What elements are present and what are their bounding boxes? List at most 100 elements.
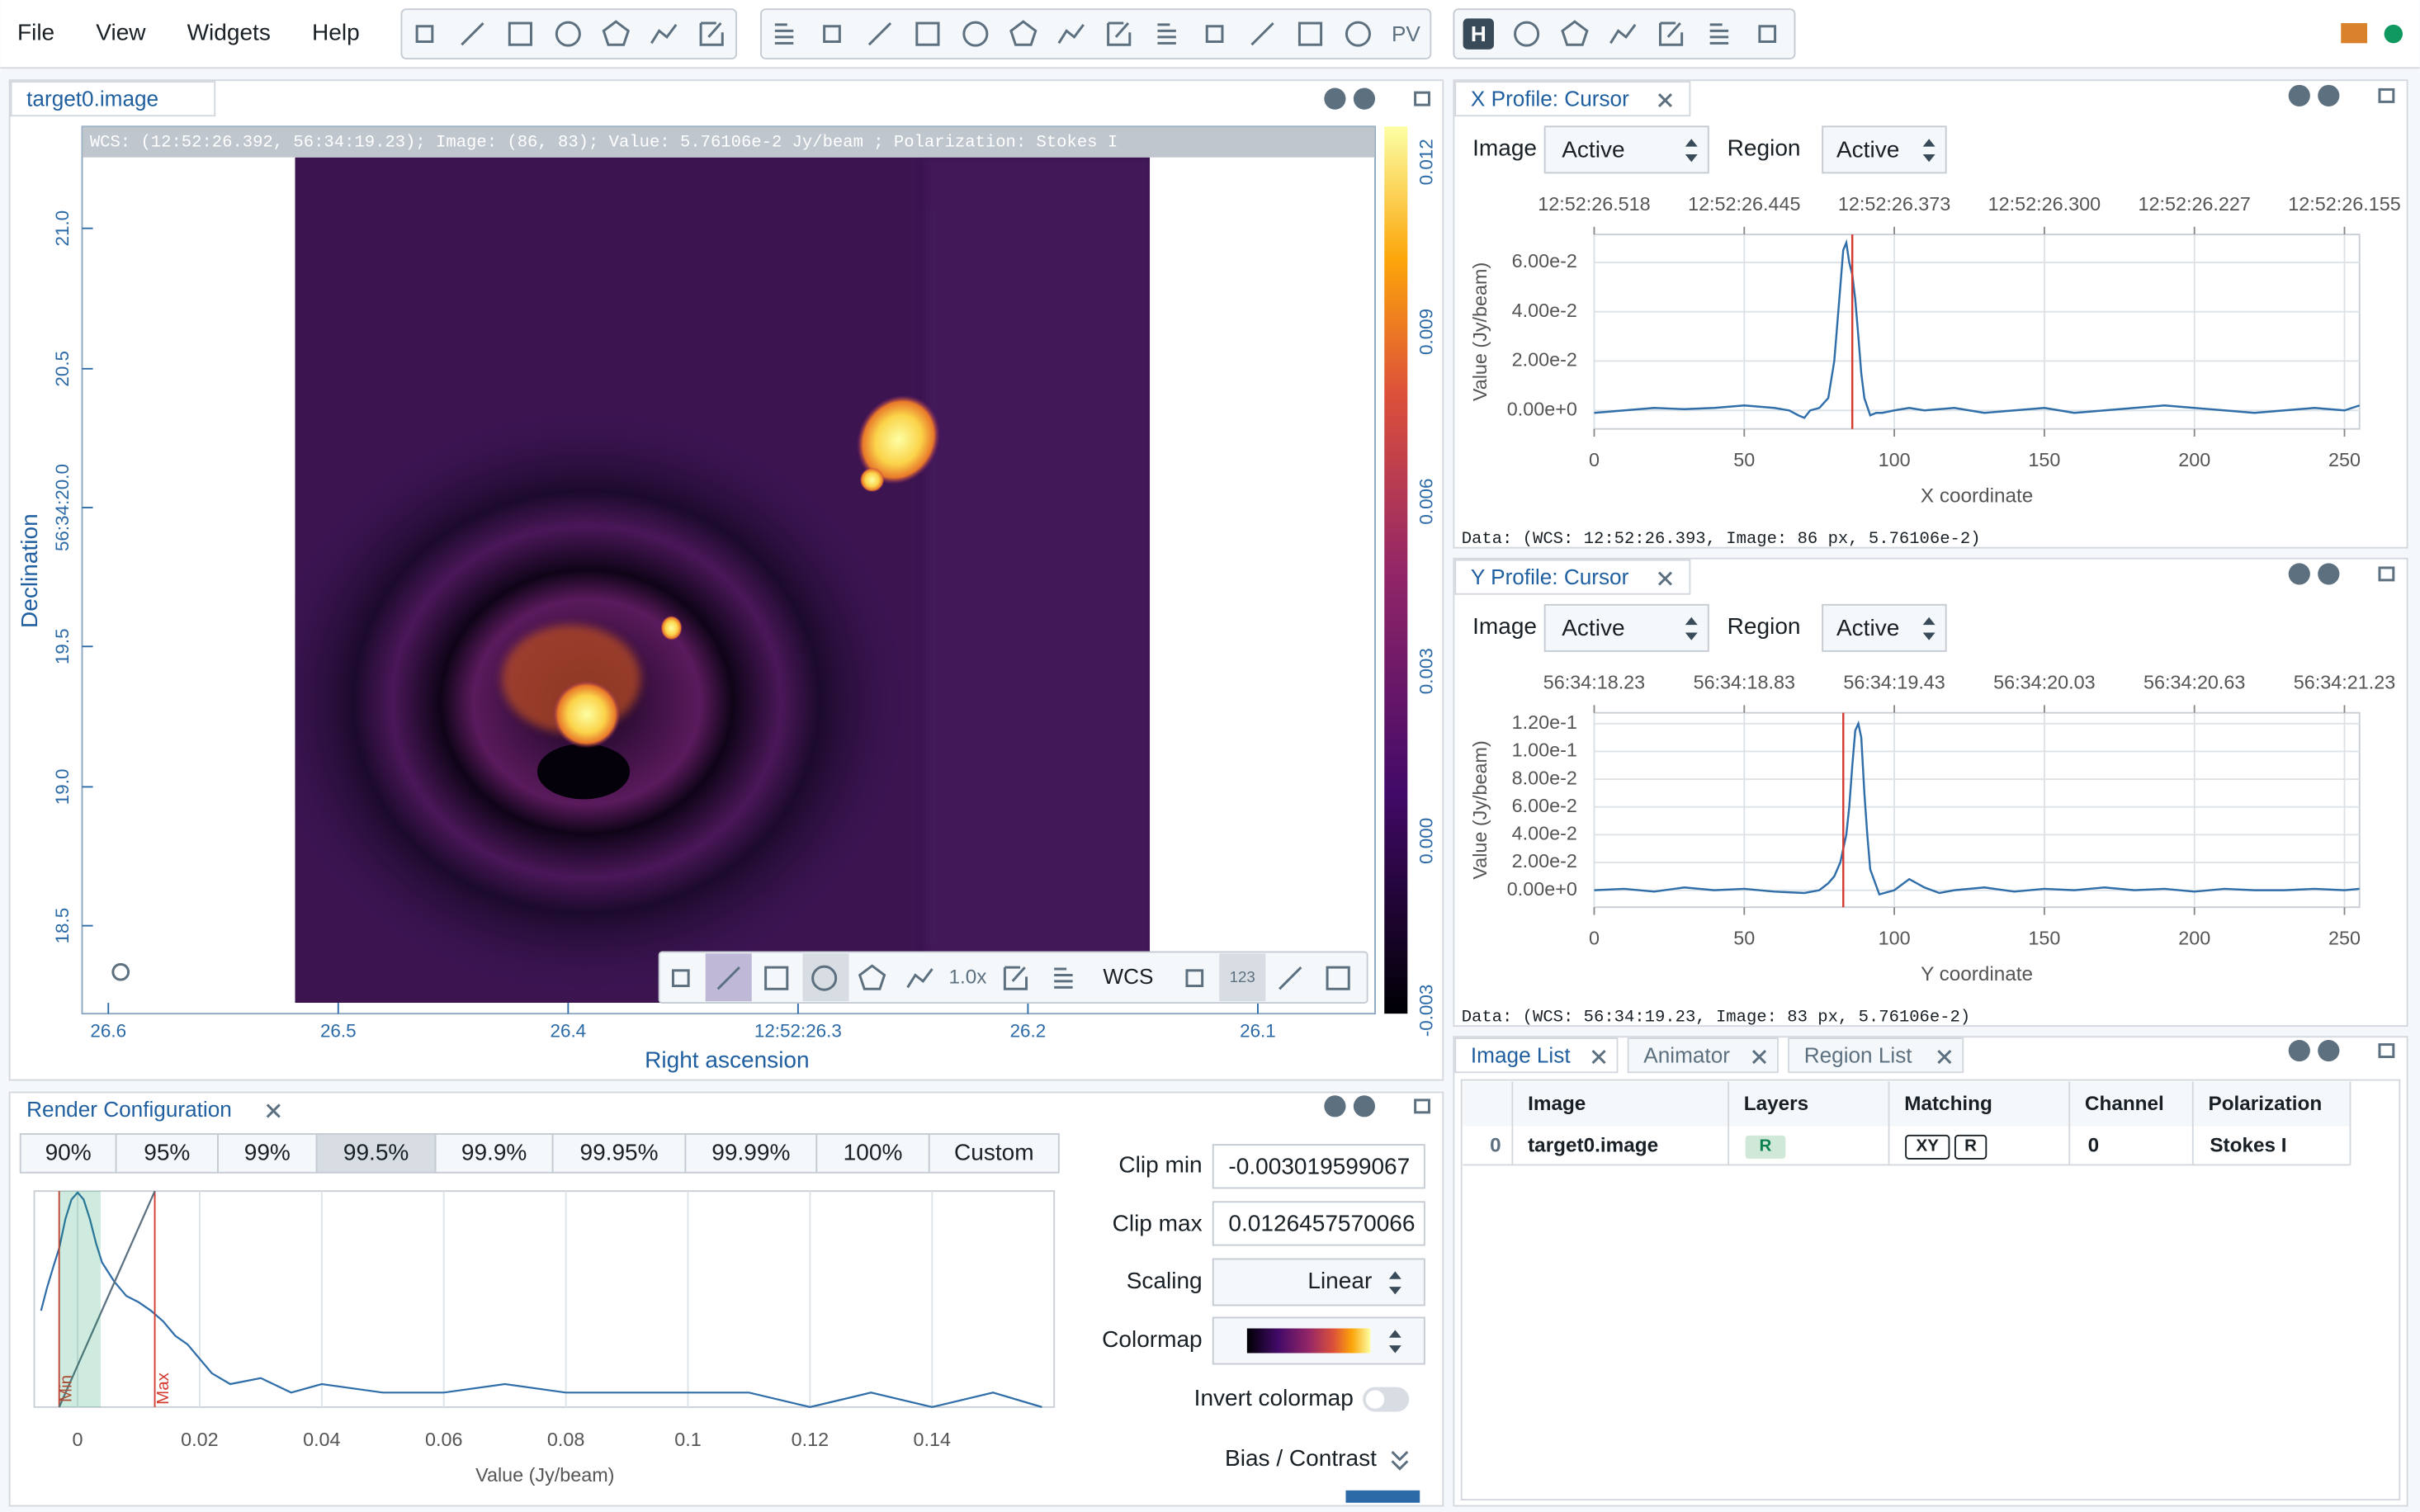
tool-icon[interactable] (1185, 969, 1204, 988)
tool-icon[interactable] (962, 21, 989, 47)
tool-icon[interactable] (1345, 21, 1371, 47)
tool-icon[interactable] (1297, 21, 1323, 46)
help-icon[interactable] (2318, 563, 2340, 585)
y-tick-label: 0.00e+0 (1507, 878, 1577, 900)
tool-icon[interactable] (508, 21, 532, 46)
profile-tab[interactable] (1454, 559, 1691, 595)
tool-icon[interactable] (461, 21, 484, 46)
tool-icon[interactable] (1003, 966, 1028, 990)
image-name[interactable]: target0.image (1528, 1134, 1658, 1156)
tool-icon[interactable] (764, 966, 789, 990)
settings-icon[interactable] (1324, 1095, 1346, 1117)
tool-icon[interactable] (867, 21, 892, 46)
crosshair-icon[interactable] (111, 962, 130, 981)
percentile-button[interactable] (928, 1133, 1060, 1174)
tool-icon[interactable] (1057, 24, 1085, 45)
tool-icon[interactable] (1561, 20, 1589, 46)
close-icon[interactable] (1591, 1049, 1606, 1065)
h-button[interactable] (1463, 18, 1494, 50)
profile-line (1594, 239, 2361, 419)
tool-icon[interactable] (1658, 21, 1684, 46)
matching-badge[interactable] (1954, 1134, 1988, 1160)
tool-icon[interactable] (699, 21, 724, 46)
tool-icon[interactable] (1326, 966, 1350, 990)
tool-icon[interactable] (1709, 23, 1729, 45)
toolbar-group (1453, 8, 1796, 59)
region-select[interactable] (1822, 603, 1947, 652)
percentile-button[interactable] (315, 1133, 437, 1174)
tool-icon[interactable] (1279, 966, 1302, 990)
minimize-icon[interactable] (1414, 1099, 1430, 1114)
matching-badge[interactable] (1905, 1134, 1950, 1160)
tool-icon[interactable] (650, 24, 678, 45)
image-tab[interactable] (10, 81, 216, 117)
clip-max-input[interactable] (1212, 1201, 1425, 1246)
tool-icon[interactable] (1514, 21, 1540, 47)
tool-icon[interactable] (555, 21, 581, 47)
settings-icon[interactable] (2288, 1039, 2310, 1062)
settings-icon[interactable] (1324, 87, 1346, 110)
menu-item[interactable]: Widgets (187, 20, 271, 45)
minimize-icon[interactable] (2378, 87, 2395, 103)
percentile-button[interactable] (815, 1133, 930, 1174)
tool-icon[interactable] (915, 21, 940, 46)
list-tab[interactable] (1627, 1037, 1779, 1074)
clip-min-input[interactable] (1212, 1144, 1425, 1189)
tool-icon[interactable] (823, 25, 841, 43)
values-button[interactable]: 123 (1230, 968, 1255, 985)
minimize-icon[interactable] (2378, 1043, 2395, 1059)
mail-icon[interactable] (2341, 23, 2368, 44)
percentile-button[interactable] (434, 1133, 554, 1174)
list-tab-label: Region List (1804, 1042, 1913, 1067)
tool-icon[interactable] (858, 964, 886, 990)
region-select[interactable] (1822, 125, 1947, 174)
minimize-icon[interactable] (2378, 566, 2395, 582)
percentile-button[interactable] (217, 1133, 318, 1174)
tool-icon[interactable] (774, 23, 794, 45)
close-icon[interactable] (1937, 1049, 1952, 1065)
tool-icon[interactable] (1609, 24, 1637, 45)
minimize-icon[interactable] (1414, 91, 1430, 106)
pv-button[interactable]: PV (1392, 21, 1420, 46)
tool-icon[interactable] (1758, 25, 1777, 43)
scaling-select[interactable] (1212, 1258, 1425, 1306)
tool-icon[interactable] (671, 969, 690, 988)
close-icon[interactable] (1657, 571, 1673, 586)
help-icon[interactable] (1353, 87, 1376, 110)
system-button[interactable]: WCS (1103, 964, 1153, 989)
list-tab[interactable] (1788, 1037, 1964, 1074)
tool-icon[interactable] (716, 966, 740, 990)
list-tab[interactable] (1454, 1037, 1619, 1074)
zoom-button[interactable]: 1.0x (949, 966, 987, 989)
tool-icon[interactable] (1054, 967, 1073, 989)
tool-icon[interactable] (811, 965, 838, 991)
percentile-button[interactable] (115, 1133, 219, 1174)
profile-tab[interactable] (1454, 81, 1691, 117)
close-icon[interactable] (1657, 92, 1673, 108)
tool-icon[interactable] (1205, 25, 1224, 43)
help-icon[interactable] (2318, 1039, 2340, 1062)
tool-icon[interactable] (1157, 23, 1176, 45)
settings-icon[interactable] (2288, 84, 2310, 106)
percentile-button[interactable] (19, 1133, 117, 1174)
tool-icon[interactable] (1107, 21, 1132, 46)
close-icon[interactable] (1751, 1049, 1767, 1065)
tool-icon[interactable] (1009, 20, 1037, 46)
help-icon[interactable] (1353, 1095, 1376, 1117)
layer-badge[interactable] (1745, 1135, 1786, 1159)
image-select[interactable] (1543, 125, 1709, 174)
close-icon[interactable] (266, 1103, 281, 1118)
menu-item[interactable]: Help (312, 20, 360, 45)
apply-button[interactable] (1345, 1490, 1420, 1503)
tool-icon[interactable] (906, 968, 933, 989)
tool-icon[interactable] (1250, 21, 1274, 46)
image-select[interactable] (1543, 603, 1709, 652)
tool-icon[interactable] (415, 25, 434, 43)
settings-icon[interactable] (2288, 563, 2310, 585)
bias-label[interactable]: Bias / Contrast (1225, 1445, 1377, 1471)
help-icon[interactable] (2318, 84, 2340, 106)
percentile-button[interactable] (551, 1133, 687, 1174)
tool-icon[interactable] (602, 20, 631, 46)
menu-item[interactable]: View (96, 20, 146, 45)
menu-item[interactable]: File (17, 20, 54, 45)
